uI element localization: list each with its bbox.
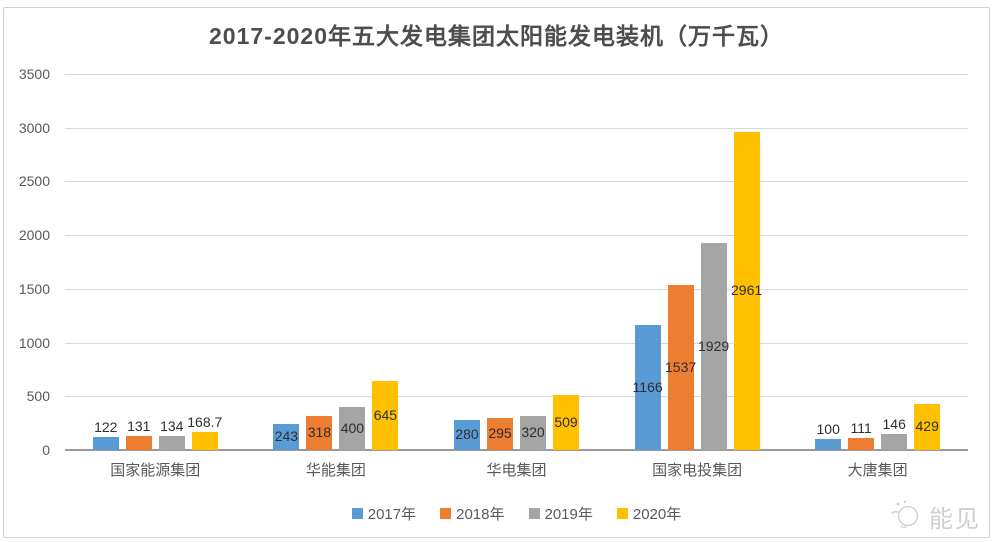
gridline <box>65 396 968 398</box>
legend-label: 2019年 <box>544 506 593 523</box>
bar-value-label: 429 <box>915 418 939 434</box>
watermark-text: 能见 <box>929 506 981 533</box>
bar-2018年-国家电投集团 <box>667 285 694 450</box>
bar-value-label: 122 <box>94 419 118 435</box>
gridline <box>65 342 968 344</box>
bar-2018年-华能集团 <box>306 416 333 450</box>
y-tick-label: 2500 <box>18 173 50 190</box>
bar-2020年-华电集团 <box>553 395 579 450</box>
bar-value-label: 1166 <box>632 378 663 395</box>
doodle-face-icon <box>889 499 923 534</box>
y-tick-label: 1000 <box>18 334 50 351</box>
legend-swatch-icon <box>351 508 363 519</box>
gridline <box>65 288 968 290</box>
bar-value-label: 100 <box>816 421 840 437</box>
y-tick-label: 3000 <box>18 119 50 136</box>
y-tick-label: 0 <box>42 442 50 458</box>
legend: 2017年 2018年 2019年 2020年 <box>65 503 968 524</box>
bar-2017年-国家能源集团 <box>92 437 119 450</box>
legend-swatch-icon <box>440 508 452 519</box>
bar-2018年-华电集团 <box>487 418 513 450</box>
x-axis-line <box>65 449 968 451</box>
bar-2020年-大唐集团 <box>914 404 941 450</box>
bar-value-label: 320 <box>521 424 545 440</box>
legend-label: 2017年 <box>367 506 417 523</box>
bar-value-label: 318 <box>307 424 332 440</box>
bar-value-label: 243 <box>274 428 299 444</box>
legend-item-2018年: 2018年 <box>440 503 505 524</box>
bar-2019年-华能集团 <box>339 407 366 450</box>
bar-value-label: 1929 <box>698 337 730 354</box>
bar-2020年-华能集团 <box>372 381 399 450</box>
legend-label: 2020年 <box>632 506 682 523</box>
bar-value-label: 146 <box>882 416 906 432</box>
legend-item-2020年: 2020年 <box>616 503 682 524</box>
bar-2020年-国家能源集团 <box>191 432 218 450</box>
y-tick-label: 3500 <box>18 66 50 82</box>
watermark: 能见 <box>889 499 981 534</box>
bar-value-label: 295 <box>488 425 512 441</box>
bar-2019年-国家能源集团 <box>158 436 185 450</box>
bar-2017年-华能集团 <box>273 424 300 450</box>
bar-value-label: 111 <box>850 420 872 436</box>
y-tick-label: 500 <box>26 388 50 405</box>
category-label: 华电集团 <box>486 462 547 479</box>
gridline <box>65 127 968 129</box>
legend-item-2019年: 2019年 <box>528 503 593 524</box>
category-label: 国家电投集团 <box>652 462 743 479</box>
y-tick-label: 1500 <box>18 280 50 297</box>
bar-2017年-大唐集团 <box>815 439 842 450</box>
category-label: 华能集团 <box>305 462 366 479</box>
bar-2019年-国家电投集团 <box>700 243 727 450</box>
chart-title: 2017-2020年五大发电集团太阳能发电装机（万千瓦） <box>209 23 784 49</box>
bar-2018年-国家能源集团 <box>125 436 152 450</box>
bar-value-label: 2961 <box>731 282 763 298</box>
bar-value-label: 280 <box>455 426 479 442</box>
legend-swatch-icon <box>616 508 628 519</box>
gridline <box>65 74 968 75</box>
legend-swatch-icon <box>528 508 540 519</box>
legend-label: 2018年 <box>456 506 505 523</box>
bar-2020年-国家电投集团 <box>733 132 760 450</box>
category-label: 大唐集团 <box>847 462 908 479</box>
legend-item-2017年: 2017年 <box>351 503 417 524</box>
bar-2018年-大唐集团 <box>848 438 875 450</box>
bar-2019年-华电集团 <box>520 416 546 450</box>
category-label: 国家能源集团 <box>110 462 201 479</box>
bar-value-label: 645 <box>373 406 398 423</box>
bar-value-label: 168.7 <box>187 414 223 430</box>
bar-value-label: 509 <box>554 413 578 430</box>
bar-2017年-华电集团 <box>454 420 480 450</box>
y-tick-label: 2000 <box>18 227 50 244</box>
gridline <box>65 181 968 183</box>
bar-value-label: 131 <box>127 418 151 434</box>
gridline <box>65 235 968 237</box>
bar-2017年-国家电投集团 <box>634 325 661 450</box>
bar-2019年-大唐集团 <box>881 434 908 450</box>
bar-value-label: 134 <box>160 418 184 434</box>
bar-value-label: 1537 <box>665 358 697 375</box>
card-border <box>3 7 990 538</box>
bar-value-label: 400 <box>340 419 365 436</box>
